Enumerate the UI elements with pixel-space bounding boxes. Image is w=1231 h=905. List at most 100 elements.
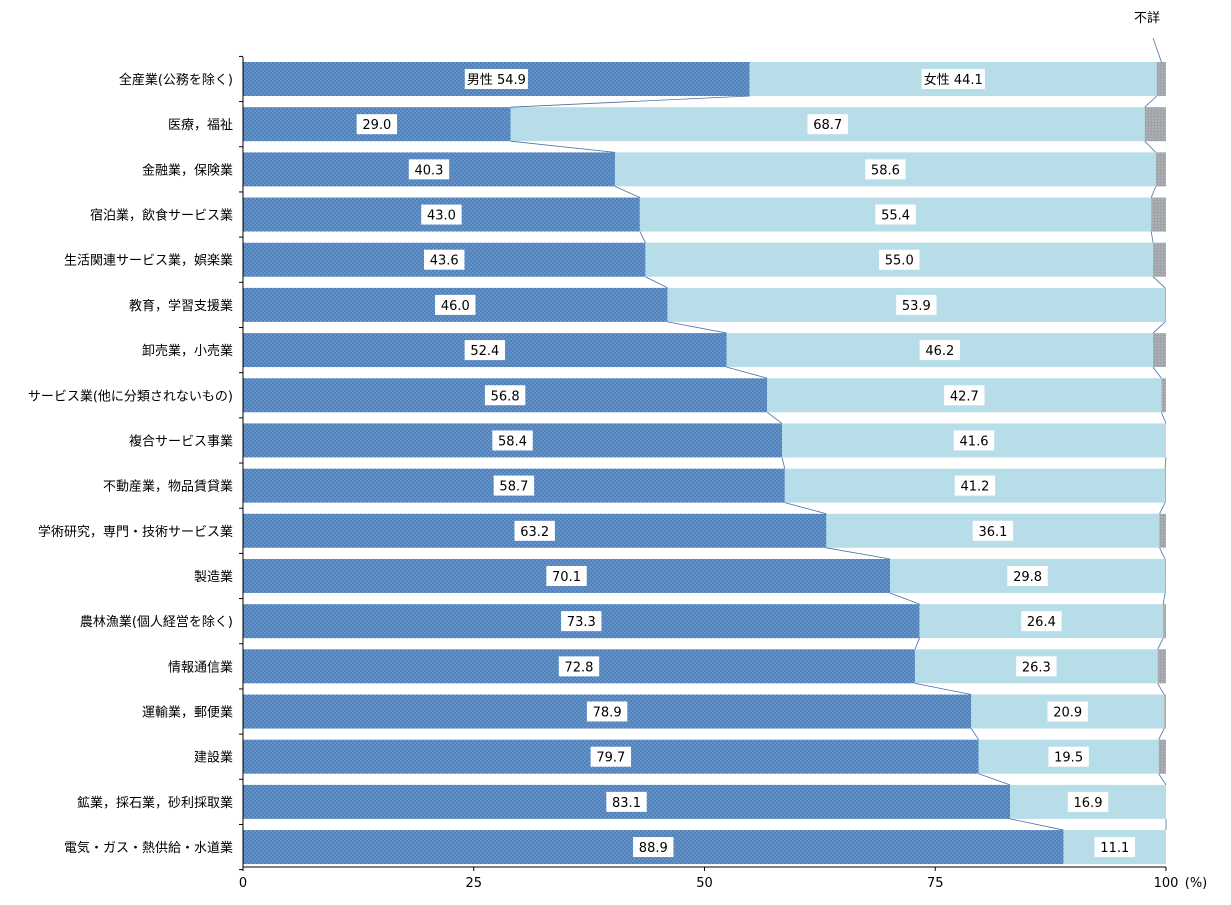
data-label-female: 55.4 [881, 209, 910, 224]
category-label: 不動産業，物品賃貸業 [103, 479, 233, 495]
data-label-male-group: 58.7 [493, 475, 535, 496]
data-label-female: 26.3 [1022, 660, 1051, 675]
bar-unknown [1156, 62, 1166, 96]
data-label-female-group: 36.1 [972, 520, 1014, 541]
bar-unknown [1144, 107, 1166, 142]
data-label-female: 29.8 [1013, 570, 1042, 585]
data-label-female-group: 46.2 [919, 340, 961, 361]
data-label-male-box [408, 159, 450, 180]
data-label-female-group: 19.5 [1048, 746, 1089, 767]
data-label-male: 46.0 [441, 299, 470, 314]
bar-unknown [1159, 513, 1166, 548]
data-label-female-group: 20.9 [1047, 701, 1088, 722]
data-label-female-group: 女性 44.1 [921, 69, 985, 89]
series-line-female-unknown [1158, 773, 1167, 786]
data-label-male: 40.3 [415, 163, 444, 178]
category-label: 建設業 [194, 750, 233, 766]
data-label-male: 52.4 [470, 344, 499, 359]
series-line-female-unknown [1157, 637, 1164, 650]
x-tick-label: 75 [927, 876, 944, 891]
series-line-male-female [726, 366, 768, 379]
data-label-female-group: 42.7 [944, 385, 985, 406]
data-label-male: 70.1 [552, 570, 581, 585]
data-label-male-box [633, 837, 674, 858]
data-label-female: 26.4 [1027, 615, 1056, 630]
data-label-male: 63.2 [520, 525, 549, 540]
data-label-female: 16.9 [1074, 796, 1103, 811]
data-label-male-group: 70.1 [546, 565, 587, 586]
data-label-male-box [464, 340, 506, 361]
data-label-female: 46.2 [925, 344, 954, 359]
series-line-male-female [889, 592, 920, 605]
category-label: 生活関連サービス業，娯楽業 [64, 253, 233, 269]
data-label-female-box [944, 385, 985, 406]
series-line-female-unknown [1162, 592, 1166, 605]
category-label: サービス業(他に分類されないもの) [28, 388, 233, 404]
series-line-female-unknown [1152, 276, 1166, 289]
data-label-female-box [865, 159, 906, 180]
data-label-male: 男性 54.9 [467, 73, 526, 88]
series-line-female-unknown [1161, 412, 1167, 424]
data-label-male-group: 56.8 [484, 385, 526, 406]
data-label-male-group: 43.0 [421, 204, 462, 225]
data-label-female: 58.6 [871, 163, 900, 178]
data-label-female: 20.9 [1053, 706, 1082, 721]
data-label-male-group: 88.9 [633, 837, 674, 858]
bar-unknown [1161, 378, 1166, 413]
data-label-male-group: 52.4 [464, 340, 506, 361]
data-label-female: 68.7 [813, 118, 842, 133]
data-label-female: 41.2 [960, 480, 989, 495]
series-line-male-female [639, 231, 646, 243]
category-label: 学術研究，専門・技術サービス業 [38, 524, 233, 540]
data-label-female-group: 55.0 [879, 249, 920, 270]
series-line-female-unknown [1158, 728, 1165, 740]
category-label: 鉱業，採石業，砂利採取業 [77, 795, 233, 811]
series-line-male-female [510, 95, 750, 108]
data-label-male-group: 72.8 [558, 656, 600, 677]
data-label-male-box [424, 249, 465, 270]
series-line-male-female [826, 547, 891, 560]
data-label-female: 55.0 [885, 254, 914, 269]
data-label-male: 88.9 [639, 841, 668, 856]
series-line-female-unknown [1159, 502, 1166, 514]
data-label-male: 29.0 [362, 118, 391, 133]
series-line-male-female [645, 276, 668, 289]
series-line-female-unknown [1150, 231, 1154, 243]
bar-unknown [1158, 739, 1166, 774]
bar-unknown [1153, 242, 1166, 277]
data-label-male-box [558, 656, 600, 677]
x-tick-label: 0 [239, 876, 247, 891]
data-label-female: 53.9 [902, 299, 931, 314]
x-axis-unit: (%) [1185, 876, 1208, 891]
data-label-female-box [807, 114, 848, 135]
category-label: 教育，学習支援業 [129, 298, 233, 314]
data-label-male: 79.7 [596, 751, 625, 766]
x-tick-label: 100 [1154, 876, 1179, 891]
bar-unknown [1163, 604, 1166, 639]
data-label-male-box [464, 69, 528, 89]
series-line-male-female [614, 185, 641, 198]
data-label-female-group: 26.4 [1021, 611, 1062, 632]
data-label-male: 58.4 [498, 434, 527, 449]
data-label-female-box [919, 340, 961, 361]
series-line-female-unknown [1144, 95, 1158, 108]
data-label-female: 11.1 [1100, 841, 1129, 856]
data-label-female-box [954, 475, 996, 496]
category-label: 金融業，保険業 [142, 162, 233, 178]
data-label-female-box [875, 204, 916, 225]
series-line-male-female [914, 638, 920, 650]
data-label-female-group: 55.4 [875, 204, 916, 225]
data-label-female-group: 53.9 [896, 294, 937, 315]
data-label-male: 43.0 [427, 209, 456, 224]
series-label-unknown: 不詳 [1134, 10, 1160, 26]
data-label-male-group: 63.2 [514, 520, 555, 541]
data-label-male-group: 40.3 [408, 159, 450, 180]
data-label-female-box [896, 294, 937, 315]
bar-unknown [1165, 468, 1166, 503]
category-label: 情報通信業 [168, 659, 233, 675]
bar-unknown [1164, 694, 1166, 729]
category-label: 卸売業，小売業 [142, 343, 233, 359]
data-label-male-box [590, 746, 632, 767]
category-label: 農林漁業(個人経営を除く) [80, 614, 233, 630]
data-label-female: 19.5 [1054, 751, 1083, 766]
